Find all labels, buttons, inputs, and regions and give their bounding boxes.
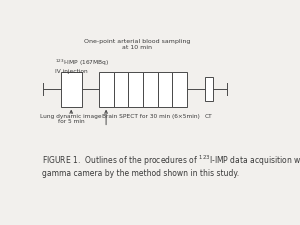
Bar — [158, 72, 172, 107]
Text: Lung dynamic image
for 5 min: Lung dynamic image for 5 min — [40, 114, 102, 124]
Text: FIGURE 1.  Outlines of the procedures of $^{123}$I-IMP data acquisition with
gam: FIGURE 1. Outlines of the procedures of … — [42, 153, 300, 178]
Bar — [128, 72, 143, 107]
Bar — [114, 72, 128, 107]
Bar — [99, 72, 114, 107]
Bar — [172, 72, 187, 107]
Bar — [205, 77, 213, 101]
Text: Brain SPECT for 30 min (6×5min): Brain SPECT for 30 min (6×5min) — [103, 114, 200, 119]
Bar — [61, 72, 82, 107]
Text: $^{123}$I-IMP (167MBq)
IV injection: $^{123}$I-IMP (167MBq) IV injection — [55, 58, 109, 74]
Text: One-point arterial blood sampling
at 10 min: One-point arterial blood sampling at 10 … — [84, 39, 191, 50]
Text: CT: CT — [205, 114, 213, 119]
Bar — [143, 72, 158, 107]
